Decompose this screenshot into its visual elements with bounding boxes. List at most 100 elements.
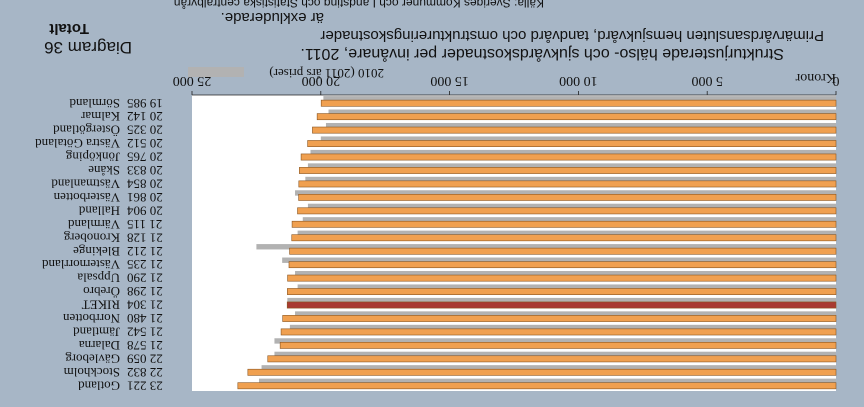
chart-title: Strukturjusterade hälso- och sjukvårdsko…	[300, 45, 784, 62]
x-tick-label-15000: 15 000	[430, 73, 469, 88]
bar-2011-v-sterbotten	[298, 193, 837, 201]
bar-2011-v-stmanland	[298, 180, 837, 188]
bar-2010-v-stra-g-taland	[320, 136, 836, 142]
category-label-v-sterbotten: Västerbotten	[53, 190, 120, 205]
value-label-v-sternorrland: 21 235	[127, 257, 163, 272]
bar-2011-uppsala	[287, 274, 837, 282]
bar-2011-norrbotten	[282, 315, 837, 322]
value-label-j-nk-ping: 20 765	[127, 150, 163, 165]
value-label-norrbotten: 21 480	[127, 311, 163, 326]
value-label-riket: 21 304	[127, 298, 163, 313]
value-label-dalarna: 21 578	[127, 338, 163, 353]
bar-2011-j-nk-ping	[300, 153, 837, 161]
value-label-kalmar: 20 142	[127, 109, 163, 124]
category-label-kronoberg: Kronoberg	[63, 230, 120, 245]
value-label-sk-ne: 20 833	[127, 163, 163, 178]
value-label-uppsala: 21 290	[127, 271, 163, 286]
bar-2011-j-mtland	[280, 328, 837, 336]
bar-2010-halland	[307, 203, 836, 210]
bar-2010-s-rmland	[323, 96, 836, 102]
bar-2011-blekinge	[289, 247, 837, 255]
category-label-riket: RIKET	[82, 298, 120, 313]
category-label-sk-ne: Skåne	[88, 163, 120, 178]
bar-2010-riket	[287, 297, 836, 304]
value-label-v-stmanland: 20 854	[127, 176, 163, 191]
category-label-dalarna: Dalarna	[79, 338, 120, 353]
bar-2010-norrbotten	[295, 311, 836, 317]
category-label-v-stmanland: Västmanland	[51, 176, 120, 191]
bar-2011-v-sternorrland	[288, 261, 837, 269]
bar-2011-s-rmland	[320, 99, 837, 107]
category-label-uppsala: Uppsala	[77, 271, 120, 286]
x-tick-label-5000: 5 000	[691, 73, 723, 88]
category-label-kalmar: Kalmar	[80, 109, 120, 124]
bar-2010-g-vleborg	[274, 351, 836, 358]
bar-2010-v-sternorrland	[282, 257, 836, 263]
bar-2011-v-rmland	[291, 220, 837, 228]
chart-title-line3: är exkluderade.	[220, 9, 324, 26]
category-label-j-nk-ping: Jönköping	[65, 150, 120, 165]
category-label--rebro: Örebro	[83, 284, 120, 299]
bar-2011-sk-ne	[299, 167, 837, 174]
legend-label-2010: 2010 (2011 års priser)	[269, 66, 384, 81]
bar-2010-sk-ne	[307, 163, 836, 169]
category-label-blekinge: Blekinge	[73, 244, 120, 259]
category-label-norrbotten: Norrbotten	[62, 311, 120, 326]
bar-2010--rebro	[297, 284, 836, 290]
bar-2010-kronoberg	[297, 230, 836, 237]
bar-2010-j-mtland	[289, 324, 836, 331]
bar-2010-v-stmanland	[305, 176, 836, 183]
value-label-halland: 20 904	[127, 203, 163, 218]
x-tick-label-0: 0	[833, 73, 840, 88]
x-tick-label-20000: 20 000	[302, 73, 341, 88]
source-note: Källa: Sveriges Kommuner och Landsting o…	[173, 0, 544, 10]
category-label-gotland: Gotland	[78, 378, 120, 393]
bar-2010-v-sterbotten	[295, 190, 836, 196]
value-label--sterg-tland: 20 325	[127, 123, 163, 138]
value-label-stockholm: 22 832	[127, 365, 163, 380]
value-label-blekinge: 21 212	[127, 244, 163, 259]
category-label-v-rmland: Värmland	[68, 217, 120, 232]
category-label-halland: Halland	[78, 203, 120, 218]
bar-2010-blekinge	[256, 244, 836, 250]
bar-2010-dalarna	[274, 338, 836, 344]
category-label-stockholm: Stockholm	[64, 365, 120, 380]
diagram-subtitle: Totalt	[49, 20, 89, 37]
category-label-j-mtland: Jämtland	[73, 324, 120, 339]
value-label-v-rmland: 21 115	[127, 217, 162, 232]
value-label-v-stra-g-taland: 20 512	[127, 136, 163, 151]
legend-swatch-2010	[188, 67, 244, 77]
bar-2011-gotland	[237, 382, 837, 390]
value-label-gotland: 23 221	[127, 378, 163, 393]
bar-2010-v-rmland	[302, 217, 836, 223]
category-label-v-stra-g-taland: Västra Götaland	[35, 136, 120, 151]
category-label-v-sternorrland: Västernorrland	[42, 257, 120, 272]
bar-2010-gotland	[258, 378, 836, 385]
bar-2011-v-stra-g-taland	[307, 140, 837, 147]
category-label-g-vleborg: Gävleborg	[65, 351, 120, 366]
bar-2010--sterg-tland	[325, 122, 836, 129]
bar-2011-kalmar	[316, 113, 837, 121]
bar-2011-dalarna	[279, 341, 837, 349]
bar-2010-kalmar	[328, 109, 836, 115]
chart-title-line2: Primärvårdsansluten hemsjukvård, tandvår…	[320, 27, 824, 44]
bar-2011-stockholm	[247, 368, 837, 376]
value-label--rebro: 21 298	[127, 284, 163, 299]
bar-2010-stockholm	[261, 365, 836, 371]
bar-2010-uppsala	[295, 270, 836, 277]
bar-2011-kronoberg	[291, 234, 837, 242]
bar-2011--sterg-tland	[312, 126, 837, 134]
bar-2011-g-vleborg	[267, 355, 837, 363]
bar-2011-halland	[297, 207, 837, 215]
value-label-s-rmland: 19 985	[127, 96, 163, 111]
value-label-kronoberg: 21 128	[127, 230, 163, 245]
value-label-j-mtland: 21 542	[127, 324, 163, 339]
value-label-v-sterbotten: 20 861	[127, 190, 163, 205]
category-label-s-rmland: Sörmland	[69, 96, 120, 111]
bar-2011-riket	[286, 301, 837, 309]
bar-2010-j-nk-ping	[310, 149, 836, 156]
category-label--sterg-tland: Östergötland	[53, 123, 120, 138]
